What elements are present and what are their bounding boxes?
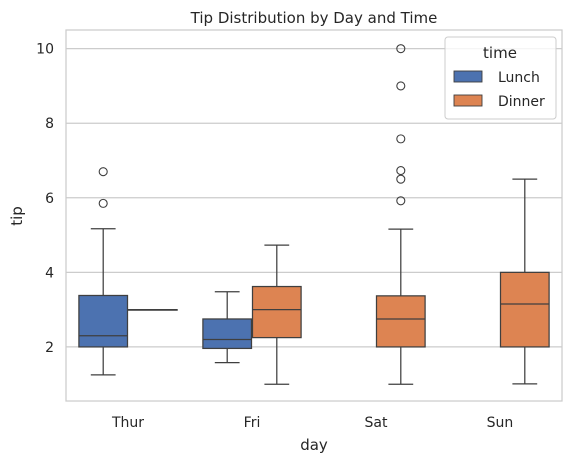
legend-swatch-dinner <box>453 94 483 107</box>
boxes <box>78 44 550 385</box>
gridlines <box>66 48 562 348</box>
y-axis-label: tip <box>8 206 26 226</box>
outlier-point <box>396 81 406 91</box>
legend-swatch-lunch <box>453 70 483 83</box>
outlier-point <box>396 44 406 54</box>
x-axis-label: day <box>300 436 328 454</box>
box-iqr <box>375 295 426 348</box>
legend-title: time <box>483 44 517 62</box>
box-iqr <box>78 294 129 348</box>
x-tick-label: Fri <box>244 415 261 431</box>
legend-label-lunch: Lunch <box>498 70 540 86</box>
outlier-point <box>396 174 406 184</box>
box-lunch-fri <box>202 291 253 364</box>
box-dinner-thur <box>127 309 178 311</box>
outlier-point <box>396 134 406 144</box>
outlier-point <box>98 198 108 208</box>
box-iqr <box>499 271 550 348</box>
legend-label-dinner: Dinner <box>498 94 545 110</box>
x-tick-label: Thur <box>111 415 144 431</box>
y-tick-label: 2 <box>45 340 54 356</box>
x-tick-labels: Thur Fri Sat Sun <box>111 415 513 431</box>
x-tick-label: Sun <box>487 415 514 431</box>
box-dinner-sat <box>375 44 426 385</box>
outlier-point <box>396 196 406 206</box>
y-tick-label: 10 <box>36 42 54 58</box>
outlier-point <box>396 166 406 176</box>
box-iqr <box>251 285 302 339</box>
box-dinner-sun <box>499 178 550 385</box>
y-tick-label: 4 <box>45 265 54 281</box>
plot-frame <box>65 29 563 402</box>
box-iqr <box>202 318 253 350</box>
y-tick-label: 6 <box>45 191 54 207</box>
y-tick-label: 8 <box>45 116 54 132</box>
y-tick-labels: 2 4 6 8 10 <box>36 42 54 356</box>
chart-title: Tip Distribution by Day and Time <box>190 9 438 27</box>
outlier-point <box>98 167 108 177</box>
box-dinner-fri <box>251 244 302 385</box>
x-tick-label: Sat <box>365 415 388 431</box>
legend: time Lunch Dinner <box>444 36 557 120</box>
box-lunch-thur <box>78 167 129 376</box>
